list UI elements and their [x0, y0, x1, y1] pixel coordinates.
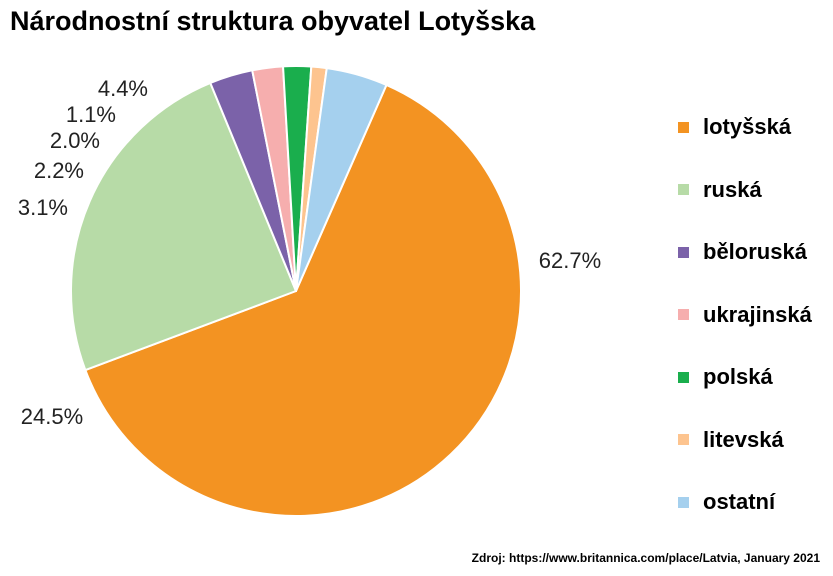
- data-label-beloruska: 3.1%: [18, 195, 68, 220]
- legend-swatch-icon: [678, 434, 689, 446]
- legend-item-ostatni: ostatní: [678, 471, 828, 534]
- legend-swatch-icon: [678, 246, 689, 258]
- legend-label: ukrajinská: [703, 301, 812, 327]
- legend-label: litevská: [703, 426, 784, 452]
- legend-swatch-icon: [678, 121, 689, 133]
- legend: lotyšská ruská běloruská ukrajinská polská li…: [678, 96, 828, 534]
- legend-label: ostatní: [703, 489, 776, 515]
- legend-label: ruská: [703, 176, 762, 202]
- legend-item-beloruska: běloruská: [678, 221, 828, 284]
- data-label-lotysska: 62.7%: [539, 248, 601, 273]
- data-label-polska: 2.0%: [50, 128, 100, 153]
- pie-slice-lotysska: [84, 83, 522, 517]
- source-note: Zdroj: https://www.britannica.com/place/…: [471, 551, 820, 565]
- legend-swatch-icon: [678, 496, 689, 508]
- data-label-ruska: 24.5%: [21, 404, 83, 429]
- legend-swatch-icon: [678, 184, 689, 196]
- chart-title: Národnostní struktura obyvatel Lotyšska: [10, 6, 536, 36]
- legend-item-lotysska: lotyšská: [678, 96, 828, 159]
- legend-item-ruska: ruská: [678, 159, 828, 222]
- legend-item-ukrajinska: ukrajinská: [678, 284, 828, 347]
- pie-slice-ostatni: [295, 67, 388, 292]
- data-label-ukrajinska: 2.2%: [34, 158, 84, 183]
- legend-item-litevska: litevská: [678, 409, 828, 472]
- legend-item-polska: polská: [678, 346, 828, 409]
- legend-label: polská: [703, 364, 773, 390]
- data-label-ostatni: 4.4%: [98, 76, 148, 101]
- legend-swatch-icon: [678, 371, 689, 383]
- legend-label: běloruská: [703, 239, 807, 265]
- legend-label: lotyšská: [703, 114, 792, 140]
- data-label-litevska: 1.1%: [66, 102, 116, 127]
- legend-swatch-icon: [678, 309, 689, 321]
